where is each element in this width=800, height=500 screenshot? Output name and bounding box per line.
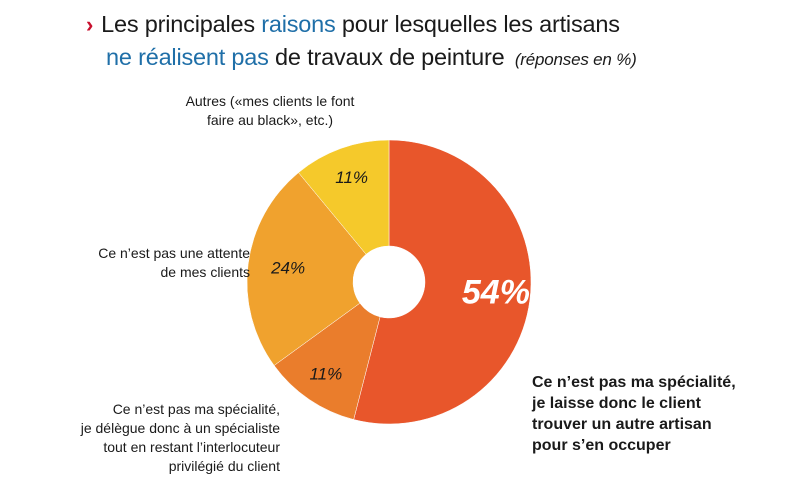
title-text-3: de travaux de peinture [268, 44, 511, 70]
title-highlight-1: raisons [261, 11, 336, 37]
slice-value-label: 54% [462, 274, 530, 312]
donut-slice [298, 139, 390, 255]
title-text-1: Les principales [101, 11, 262, 37]
label-delegue: Ce n’est pas ma spécialité, je délègue d… [60, 400, 280, 476]
slice-value-label: 24% [270, 259, 305, 278]
chevron-icon: › [86, 12, 94, 37]
title-note: (réponses en %) [514, 50, 637, 69]
label-attente: Ce n’est pas une attente de mes clients [40, 244, 250, 282]
label-delegue-line: tout en restant l’interlocuteur [103, 439, 280, 455]
label-delegue-line: je délègue donc à un spécialiste [80, 420, 280, 436]
title-line-1: › Les principales raisons pour lesquelles… [86, 8, 637, 41]
label-autres-line: faire au black», etc.) [206, 112, 334, 128]
label-attente-line: de mes clients [160, 264, 250, 280]
label-specialite-line: pour s’en occuper [532, 437, 671, 454]
label-attente-line: Ce n’est pas une attente [98, 245, 250, 261]
donut-slice [353, 139, 532, 425]
label-specialite-line: je laisse donc le client [532, 395, 701, 412]
label-specialite: Ce n’est pas ma spécialité, je laisse do… [532, 372, 782, 456]
slice-value-label: 11% [309, 364, 342, 383]
label-delegue-line: privilégié du client [168, 458, 280, 474]
label-specialite-line: trouver un autre artisan [532, 416, 712, 433]
label-autres: Autres («mes clients le font faire au bl… [170, 92, 370, 130]
title-text-2: pour lesquelles les artisans [335, 11, 620, 37]
chart-title: › Les principales raisons pour lesquelles… [86, 8, 637, 76]
donut-slice [273, 302, 381, 420]
label-specialite-line: Ce n’est pas ma spécialité, [532, 374, 736, 391]
label-delegue-line: Ce n’est pas ma spécialité, [112, 401, 280, 417]
title-line-2: ne réalisent pas de travaux de peinture … [86, 41, 637, 76]
slice-value-label: 11% [335, 168, 368, 187]
donut-slice [246, 172, 367, 366]
label-autres-line: Autres («mes clients le font [185, 93, 355, 109]
title-highlight-2: ne réalisent pas [106, 44, 269, 70]
